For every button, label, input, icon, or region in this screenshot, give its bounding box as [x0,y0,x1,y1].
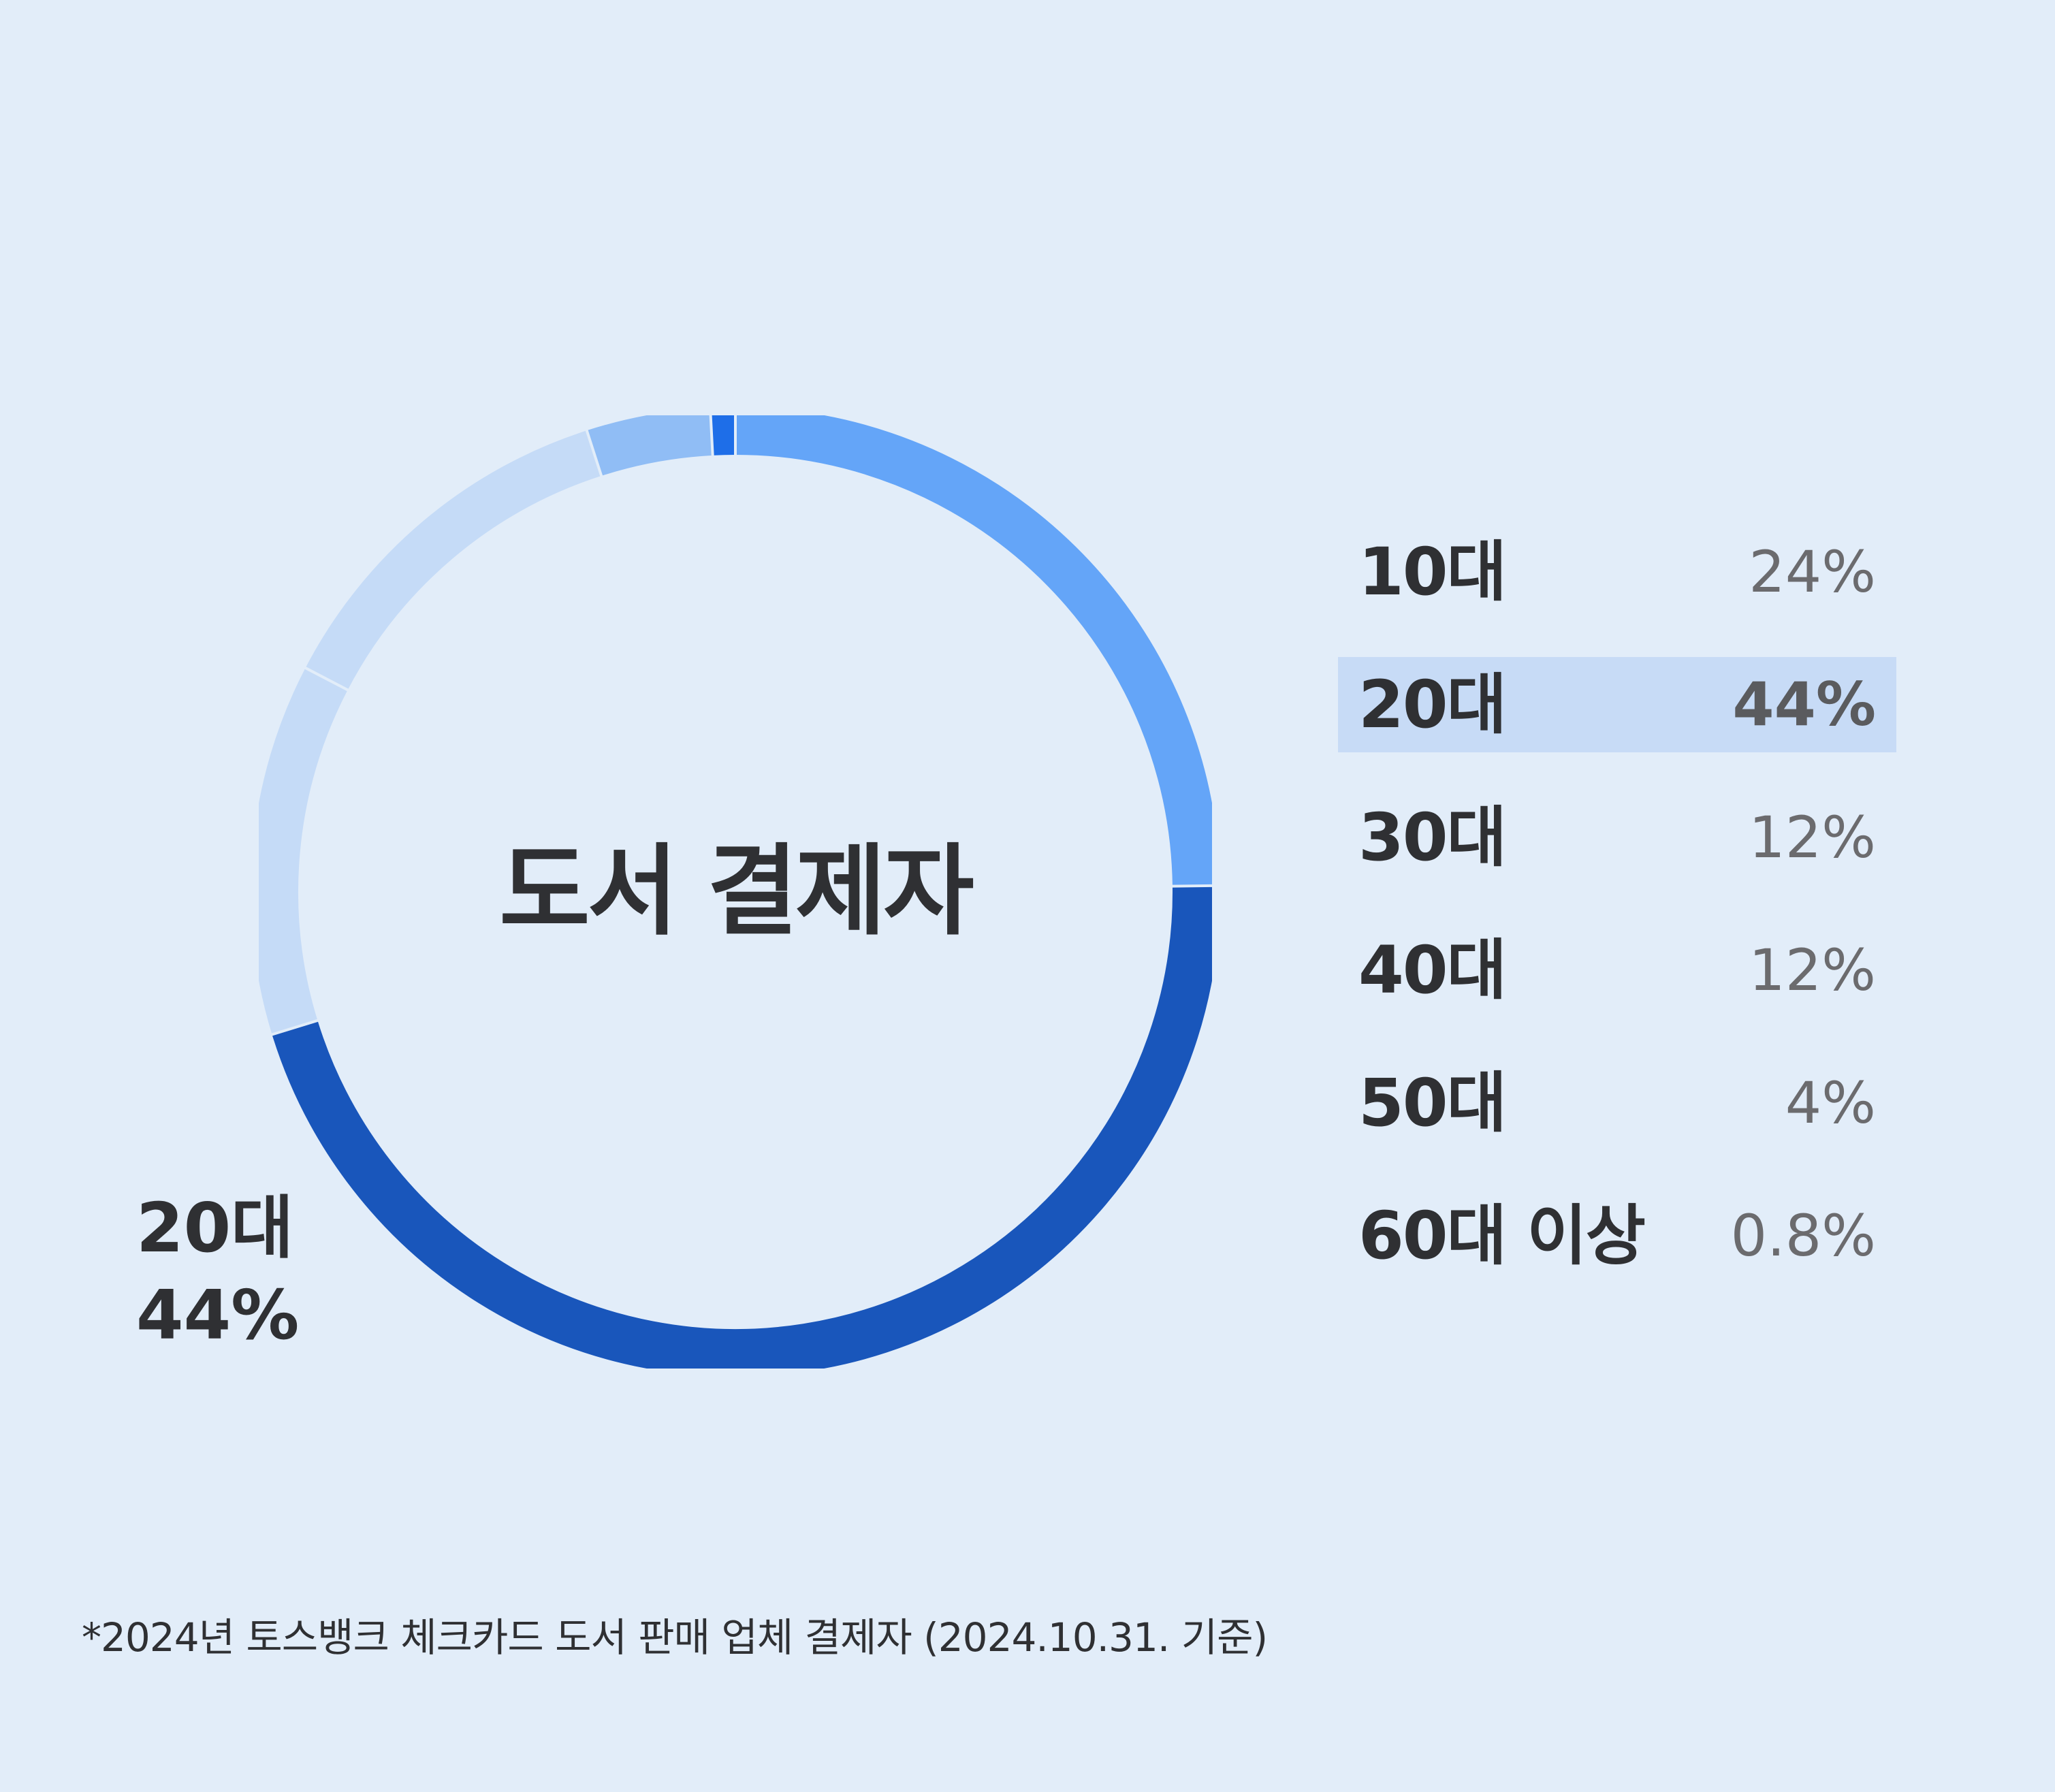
donut-slice-20s [272,885,1212,1369]
legend: 10대 24% 20대 44% 30대 12% 40대 12% 50대 4% 6… [1338,524,1896,1321]
legend-value: 24% [1749,539,1876,605]
legend-row-60s-plus: 60대 이상 0.8% [1338,1188,1896,1321]
callout-value: 44% [136,1275,300,1355]
legend-value: 4% [1785,1070,1876,1136]
legend-label: 50대 [1358,1065,1507,1141]
donut-slice-50s [586,415,714,477]
footnote: *2024년 토스뱅크 체크카드 도서 판매 업체 결제자 (2024.10.3… [82,1614,1268,1661]
donut-slice-separator [270,1019,319,1036]
legend-row-30s: 30대 12% [1338,790,1896,923]
donut-slice-10s [735,415,1212,886]
donut-slice-60s-plus [710,415,736,455]
legend-label: 60대 이상 [1358,1198,1646,1274]
legend-label: 40대 [1358,932,1507,1008]
legend-row-40s: 40대 12% [1338,923,1896,1055]
legend-value: 12% [1749,937,1876,1004]
legend-row-highlight [1338,657,1896,752]
donut-slice-separator [585,429,603,477]
legend-label: 10대 [1358,534,1507,610]
donut-slice-separator [304,666,349,692]
legend-value: 12% [1749,804,1876,871]
legend-value: 0.8% [1730,1202,1876,1269]
donut-chart [259,415,1212,1369]
legend-label: 20대 [1358,667,1507,743]
legend-row-10s: 10대 24% [1338,524,1896,657]
legend-row-20s: 20대 44% [1338,657,1896,790]
legend-label: 30대 [1358,799,1507,876]
legend-value: 44% [1732,669,1876,739]
chart-title: 도서 결제자 [499,834,974,949]
legend-row-50s: 50대 4% [1338,1055,1896,1188]
donut-slice-30s [259,668,348,1035]
callout-label: 20대 [136,1188,294,1268]
donut-callout: 20대 44% [136,1185,299,1359]
donut-slice-separator [709,415,714,456]
donut-slice-40s [305,430,602,690]
